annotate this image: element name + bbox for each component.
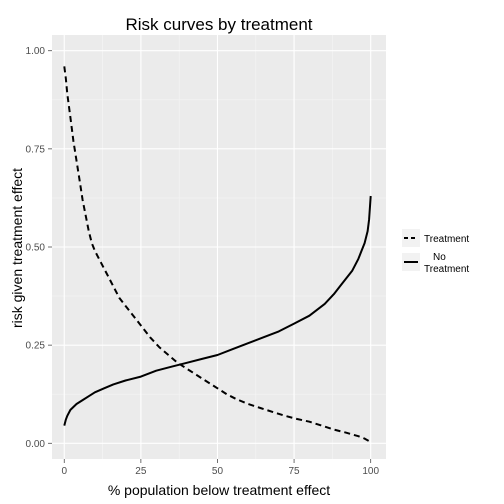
x-axis-title: % population below treatment effect <box>108 482 330 498</box>
legend-label-0: Treatment <box>424 234 469 245</box>
legend-label-1: No Treatment <box>424 252 469 275</box>
y-tick-label: 1.00 <box>26 46 46 57</box>
y-axis-title: risk given treatment effect <box>9 168 25 328</box>
x-tick-label: 100 <box>362 466 379 477</box>
x-tick-label: 50 <box>212 466 224 477</box>
chart-title: Risk curves by treatment <box>125 15 312 34</box>
legend: Treatment No Treatment <box>402 229 469 275</box>
y-tick-label: 0.50 <box>26 243 46 254</box>
y-axis-ticks: 0.00 0.25 0.50 0.75 1.00 <box>26 46 52 450</box>
y-tick-label: 0.25 <box>26 341 46 352</box>
y-tick-label: 0.00 <box>26 439 46 450</box>
y-tick-label: 0.75 <box>26 144 46 155</box>
x-tick-label: 0 <box>61 466 67 477</box>
x-tick-label: 25 <box>135 466 147 477</box>
x-tick-label: 75 <box>289 466 301 477</box>
x-axis-ticks: 0 25 50 75 100 <box>61 459 379 477</box>
